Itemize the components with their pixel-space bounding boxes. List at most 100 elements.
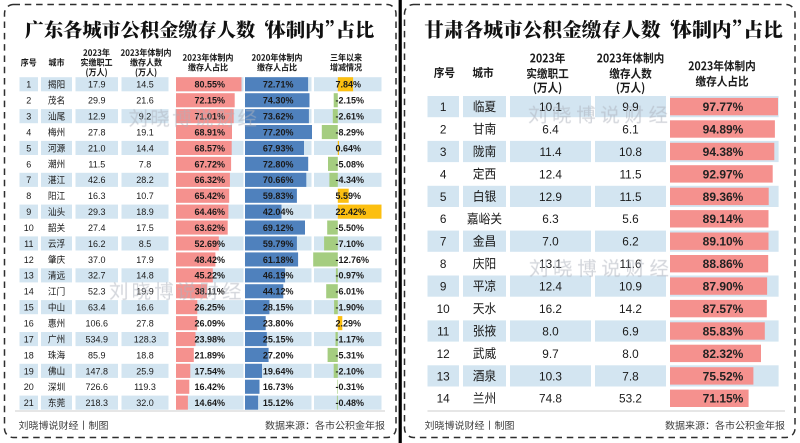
svg-text:12.4: 12.4 bbox=[539, 167, 562, 181]
svg-text:74.30%: 74.30% bbox=[263, 96, 294, 106]
svg-text:14: 14 bbox=[24, 287, 34, 297]
svg-text:119.3: 119.3 bbox=[134, 382, 156, 392]
svg-text:10.3: 10.3 bbox=[539, 369, 562, 383]
svg-text:17.9: 17.9 bbox=[136, 255, 154, 265]
svg-text:67.93%: 67.93% bbox=[263, 143, 294, 153]
svg-text:4: 4 bbox=[26, 128, 31, 138]
svg-text:-2.10%: -2.10% bbox=[336, 366, 365, 376]
svg-text:52.69%: 52.69% bbox=[195, 239, 226, 249]
svg-text:8: 8 bbox=[26, 191, 31, 201]
svg-text:106.6: 106.6 bbox=[86, 319, 109, 329]
svg-text:14: 14 bbox=[437, 392, 451, 406]
svg-text:19.64%: 19.64% bbox=[263, 366, 294, 376]
svg-text:88.86%: 88.86% bbox=[703, 257, 744, 271]
svg-text:74.8: 74.8 bbox=[539, 392, 562, 406]
svg-text:82.32%: 82.32% bbox=[703, 347, 744, 361]
svg-text:16.42%: 16.42% bbox=[195, 382, 226, 392]
svg-text:8: 8 bbox=[440, 257, 447, 271]
svg-text:72.15%: 72.15% bbox=[195, 96, 226, 106]
svg-text:13: 13 bbox=[437, 369, 451, 383]
svg-text:-5.08%: -5.08% bbox=[336, 159, 365, 169]
svg-text:89.36%: 89.36% bbox=[703, 190, 744, 204]
svg-text:65.42%: 65.42% bbox=[195, 191, 226, 201]
svg-text:12.9: 12.9 bbox=[539, 190, 562, 204]
svg-text:23.80%: 23.80% bbox=[263, 319, 294, 329]
svg-text:18.9: 18.9 bbox=[136, 207, 154, 217]
svg-text:7.84%: 7.84% bbox=[336, 80, 362, 90]
svg-text:72.80%: 72.80% bbox=[263, 159, 294, 169]
svg-text:3: 3 bbox=[440, 145, 447, 159]
svg-text:38.11%: 38.11% bbox=[195, 287, 225, 297]
svg-text:6: 6 bbox=[440, 212, 447, 226]
svg-text:45.22%: 45.22% bbox=[195, 271, 226, 281]
svg-text:42.04%: 42.04% bbox=[263, 207, 294, 217]
svg-text:69.12%: 69.12% bbox=[263, 223, 294, 233]
svg-text:21.0: 21.0 bbox=[88, 143, 106, 153]
svg-text:7.8: 7.8 bbox=[139, 159, 152, 169]
svg-text:44.12%: 44.12% bbox=[263, 287, 294, 297]
svg-text:59.83%: 59.83% bbox=[263, 191, 294, 201]
svg-text:6.2: 6.2 bbox=[622, 235, 638, 249]
svg-text:16.2: 16.2 bbox=[88, 239, 106, 249]
svg-text:-7.10%: -7.10% bbox=[336, 239, 365, 249]
svg-text:18.8: 18.8 bbox=[136, 350, 154, 360]
svg-text:11.5: 11.5 bbox=[619, 190, 642, 204]
svg-text:-0.31%: -0.31% bbox=[336, 382, 365, 392]
svg-text:-1.90%: -1.90% bbox=[336, 303, 365, 313]
svg-text:21: 21 bbox=[24, 398, 34, 408]
svg-text:-6.01%: -6.01% bbox=[336, 287, 365, 297]
svg-text:-5.50%: -5.50% bbox=[336, 223, 365, 233]
svg-text:8.0: 8.0 bbox=[622, 347, 639, 361]
svg-text:-2.61%: -2.61% bbox=[336, 112, 365, 122]
svg-text:32.7: 32.7 bbox=[88, 271, 106, 281]
svg-text:80.55%: 80.55% bbox=[195, 80, 226, 90]
svg-text:75.52%: 75.52% bbox=[703, 369, 744, 383]
svg-text:26.09%: 26.09% bbox=[195, 319, 226, 329]
svg-text:27.8: 27.8 bbox=[88, 128, 106, 138]
svg-text:21.6: 21.6 bbox=[136, 96, 154, 106]
svg-text:6.1: 6.1 bbox=[622, 122, 638, 136]
svg-text:6: 6 bbox=[26, 159, 31, 169]
svg-text:14.64%: 14.64% bbox=[195, 398, 226, 408]
svg-text:61.18%: 61.18% bbox=[263, 255, 294, 265]
svg-text:8.5: 8.5 bbox=[139, 239, 152, 249]
svg-text:9: 9 bbox=[26, 207, 31, 217]
svg-text:85.9: 85.9 bbox=[88, 350, 106, 360]
svg-text:12.9: 12.9 bbox=[88, 112, 106, 122]
svg-text:11.5: 11.5 bbox=[619, 167, 642, 181]
svg-text:147.8: 147.8 bbox=[86, 366, 109, 376]
svg-text:19: 19 bbox=[24, 366, 34, 376]
svg-text:6.9: 6.9 bbox=[622, 324, 638, 338]
svg-text:16.73%: 16.73% bbox=[263, 382, 294, 392]
svg-text:94.38%: 94.38% bbox=[703, 145, 744, 159]
svg-text:19.1: 19.1 bbox=[136, 128, 154, 138]
svg-text:3: 3 bbox=[26, 112, 31, 122]
svg-text:-12.76%: -12.76% bbox=[336, 255, 370, 265]
svg-text:7.0: 7.0 bbox=[542, 235, 559, 249]
svg-text:71.15%: 71.15% bbox=[703, 392, 744, 406]
svg-text:9: 9 bbox=[440, 280, 447, 294]
svg-text:128.3: 128.3 bbox=[134, 334, 157, 344]
svg-text:29.9: 29.9 bbox=[88, 96, 106, 106]
svg-text:18: 18 bbox=[24, 350, 34, 360]
svg-text:10.8: 10.8 bbox=[619, 145, 642, 159]
svg-text:17.54%: 17.54% bbox=[195, 366, 226, 376]
svg-text:2.29%: 2.29% bbox=[336, 319, 362, 329]
svg-text:534.9: 534.9 bbox=[86, 334, 109, 344]
svg-text:27.4: 27.4 bbox=[88, 223, 106, 233]
svg-text:17.9: 17.9 bbox=[88, 80, 106, 90]
svg-text:11.5: 11.5 bbox=[88, 159, 105, 169]
svg-text:68.57%: 68.57% bbox=[195, 143, 226, 153]
svg-text:53.2: 53.2 bbox=[619, 392, 642, 406]
svg-text:52.3: 52.3 bbox=[88, 287, 106, 297]
svg-text:16.3: 16.3 bbox=[88, 191, 106, 201]
svg-text:14.5: 14.5 bbox=[136, 80, 154, 90]
svg-text:218.3: 218.3 bbox=[86, 398, 109, 408]
svg-text:2: 2 bbox=[440, 122, 447, 136]
svg-text:1: 1 bbox=[26, 80, 31, 90]
svg-text:87.90%: 87.90% bbox=[703, 280, 744, 294]
svg-text:8.0: 8.0 bbox=[542, 324, 559, 338]
svg-text:-1.17%: -1.17% bbox=[336, 334, 365, 344]
svg-text:15.12%: 15.12% bbox=[263, 398, 294, 408]
svg-text:4: 4 bbox=[440, 167, 447, 181]
